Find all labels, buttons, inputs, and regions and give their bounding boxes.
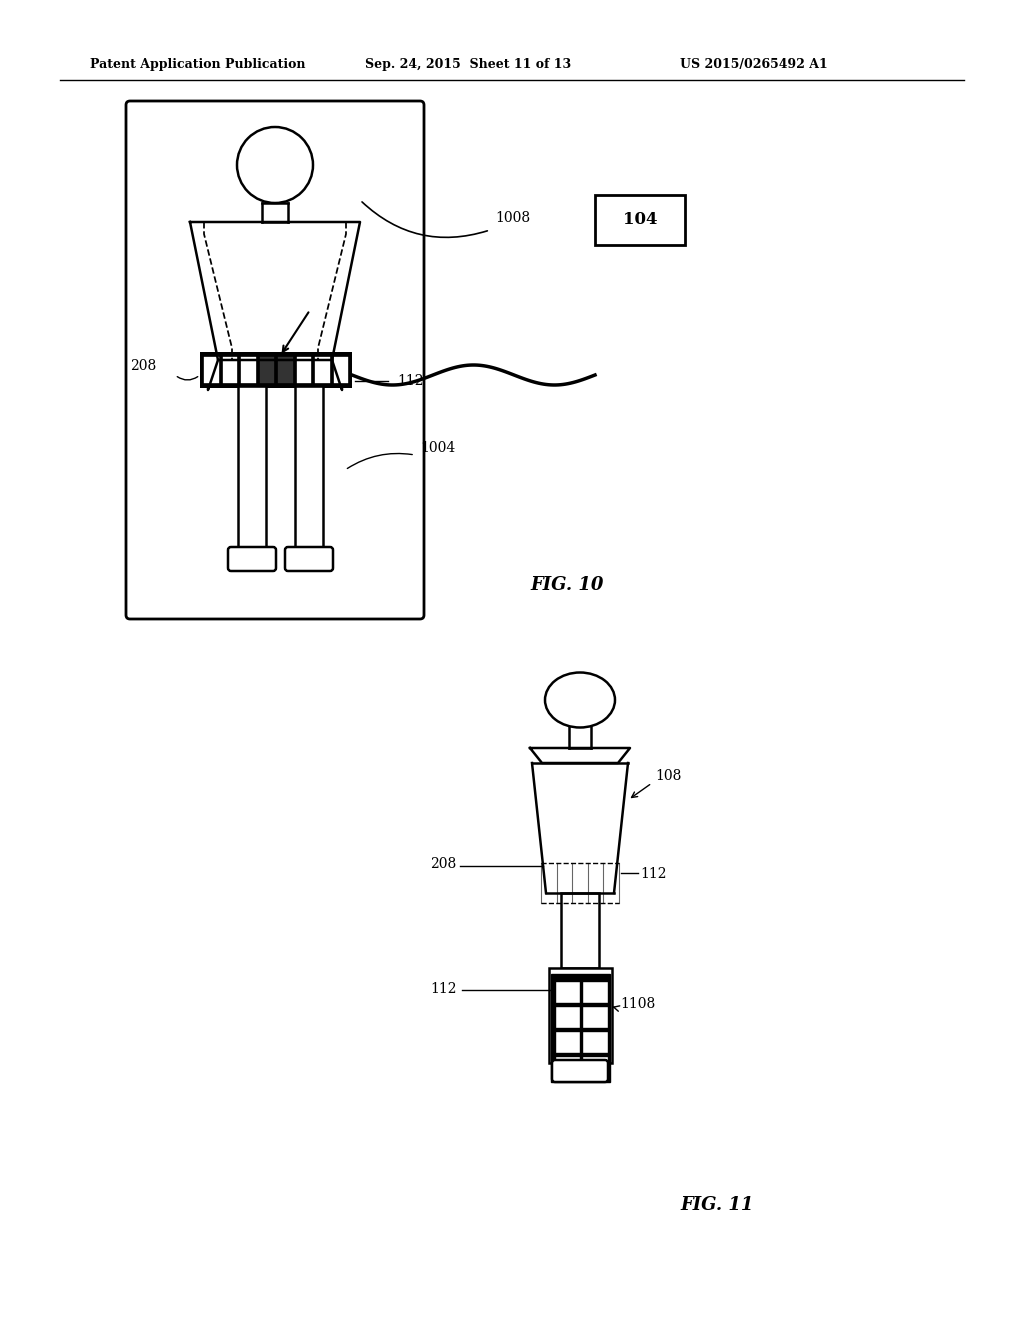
Bar	[258, 356, 275, 384]
Text: Patent Application Publication: Patent Application Publication	[90, 58, 305, 71]
Text: 208: 208	[430, 857, 457, 871]
Bar	[238, 385, 266, 550]
Bar	[595, 195, 685, 246]
Bar	[561, 894, 599, 968]
Bar	[549, 968, 611, 1063]
Bar	[582, 1031, 607, 1053]
Text: 108: 108	[655, 770, 681, 783]
Bar	[314, 356, 331, 384]
Text: 208: 208	[130, 359, 157, 374]
Text: 1008: 1008	[495, 211, 530, 224]
Bar	[555, 1031, 580, 1053]
Text: 104: 104	[623, 211, 657, 228]
Text: US 2015/0265492 A1: US 2015/0265492 A1	[680, 58, 827, 71]
Bar	[582, 981, 607, 1003]
FancyBboxPatch shape	[228, 546, 276, 572]
Text: FIG. 10: FIG. 10	[530, 576, 603, 594]
Text: FIG. 11: FIG. 11	[680, 1196, 754, 1214]
Bar	[555, 1056, 580, 1078]
Bar	[333, 356, 349, 384]
Bar	[582, 1056, 607, 1078]
Bar	[258, 356, 275, 384]
Bar	[221, 356, 238, 384]
Bar	[278, 356, 294, 384]
Bar	[582, 1006, 607, 1028]
Bar	[295, 385, 323, 550]
Bar	[555, 981, 580, 1003]
FancyBboxPatch shape	[126, 102, 424, 619]
Bar	[551, 974, 609, 1082]
Text: 112: 112	[397, 374, 424, 388]
FancyBboxPatch shape	[285, 546, 333, 572]
Ellipse shape	[545, 672, 615, 727]
Bar	[203, 356, 219, 384]
FancyBboxPatch shape	[552, 1060, 608, 1082]
Text: 112: 112	[640, 867, 667, 880]
Text: 1004: 1004	[420, 441, 456, 455]
Bar	[555, 1006, 580, 1028]
Bar	[240, 356, 256, 384]
Bar	[278, 356, 294, 384]
Text: 112: 112	[430, 982, 457, 997]
Text: Sep. 24, 2015  Sheet 11 of 13: Sep. 24, 2015 Sheet 11 of 13	[365, 58, 571, 71]
Text: 1108: 1108	[620, 997, 655, 1011]
Bar	[200, 352, 352, 388]
Bar	[296, 356, 312, 384]
